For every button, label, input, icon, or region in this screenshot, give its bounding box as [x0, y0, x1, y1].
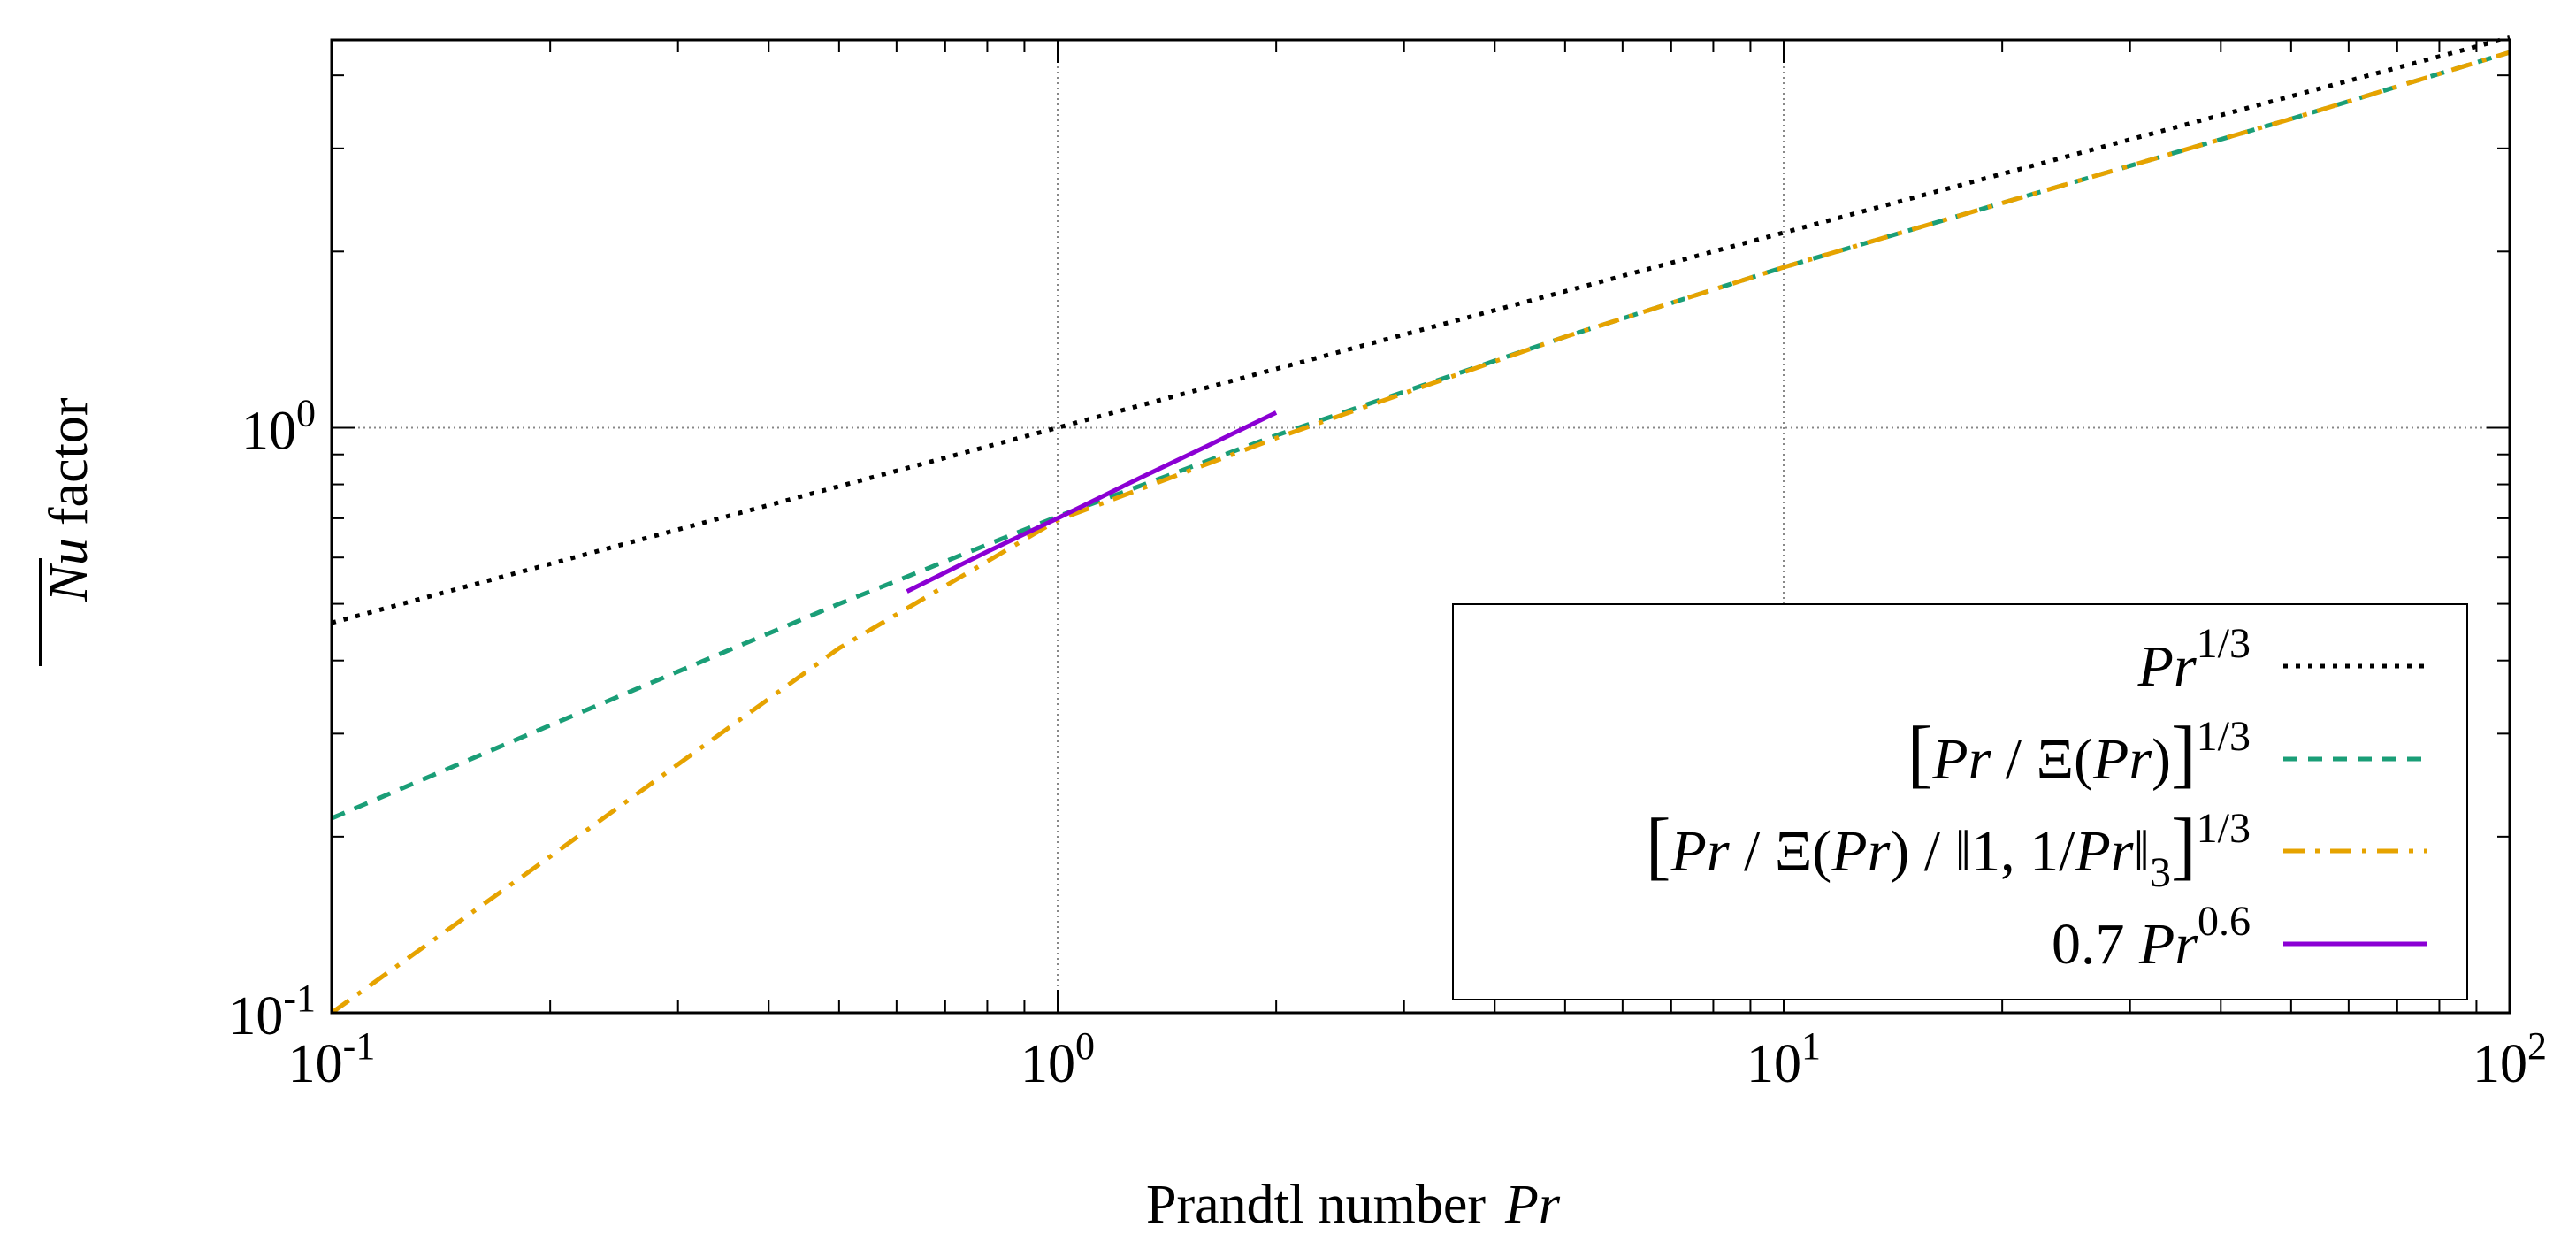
plot-frame	[330, 38, 2511, 1015]
series-line-1	[331, 34, 2511, 625]
grid-lines	[332, 40, 2510, 1013]
svg-text:Nufactor: Nu factor	[39, 397, 99, 602]
series-line-3	[330, 50, 2511, 1016]
legend-label-prxi: [Pr / Ξ(Pr)]1/3	[1907, 710, 2251, 795]
x-axis-title: Prandtl number Pr	[1146, 1175, 1561, 1235]
y-tick-label: 100	[241, 391, 316, 461]
y-tick-labels: 10-1 100	[228, 391, 316, 1046]
y-tick-label: 10-1	[228, 977, 316, 1046]
minor-ticks	[331, 40, 2511, 1014]
y-axis-title-symbol: Nu	[39, 538, 99, 602]
data-series	[330, 34, 2511, 1016]
legend-box	[1452, 603, 2468, 1000]
x-tick-label: 10-1	[288, 1024, 376, 1094]
x-tick-label: 100	[1020, 1024, 1095, 1094]
x-axis-title-text: Prandtl number	[1146, 1175, 1486, 1235]
y-axis-title: Nu factor	[39, 397, 99, 666]
x-tick-label: 101	[1747, 1024, 1821, 1094]
legend-label-prxinorm: [Pr / Ξ(Pr) / ‖1, 1/Pr‖3]1/3	[1646, 802, 2251, 896]
x-axis-title-symbol: Pr	[1504, 1175, 1561, 1235]
legend: Pr1/3 [Pr / Ξ(Pr)]1/3[Pr / Ξ(Pr) / ‖1, 1/…	[1452, 603, 2468, 1000]
y-axis-title-text: factor	[39, 397, 99, 525]
legend-label-pr13: Pr1/3	[2137, 620, 2251, 699]
series-line-4	[906, 410, 1278, 594]
x-tick-labels: 10-1 100 101 102	[288, 1024, 2547, 1094]
legend-label-pr06: 0.7 Pr0.6	[2052, 898, 2251, 977]
x-tick-label: 102	[2473, 1024, 2547, 1094]
